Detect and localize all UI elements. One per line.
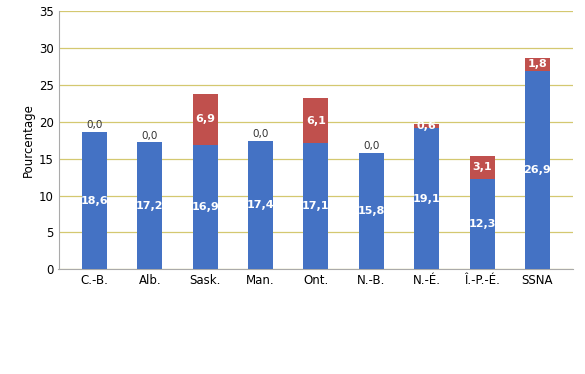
- Bar: [304, 143, 328, 269]
- Bar: [192, 145, 218, 269]
- Text: 0,0: 0,0: [252, 129, 269, 139]
- Bar: [470, 179, 494, 269]
- Bar: [414, 124, 439, 128]
- Bar: [137, 142, 162, 269]
- Text: 0,6: 0,6: [417, 121, 436, 131]
- Text: 0,0: 0,0: [142, 131, 158, 141]
- Text: 26,9: 26,9: [524, 165, 551, 175]
- Y-axis label: Pourcentage: Pourcentage: [22, 103, 35, 177]
- Text: 15,8: 15,8: [357, 206, 385, 216]
- Text: 17,4: 17,4: [247, 200, 274, 210]
- Text: 17,1: 17,1: [302, 201, 330, 211]
- Bar: [192, 94, 218, 145]
- Text: 0,0: 0,0: [363, 141, 380, 151]
- Bar: [525, 71, 550, 269]
- Text: 17,2: 17,2: [136, 201, 163, 211]
- Text: 6,9: 6,9: [195, 114, 215, 124]
- Text: 16,9: 16,9: [191, 202, 219, 212]
- Text: 12,3: 12,3: [469, 219, 495, 229]
- Text: 1,8: 1,8: [528, 59, 548, 69]
- Bar: [248, 141, 273, 269]
- Text: 6,1: 6,1: [306, 116, 326, 126]
- Bar: [304, 98, 328, 143]
- Bar: [82, 132, 107, 269]
- Bar: [470, 156, 494, 179]
- Text: 0,0: 0,0: [86, 120, 102, 130]
- Bar: [525, 58, 550, 71]
- Text: 19,1: 19,1: [413, 194, 441, 204]
- Text: 3,1: 3,1: [472, 162, 492, 172]
- Text: 18,6: 18,6: [81, 196, 108, 206]
- Bar: [359, 153, 384, 269]
- Bar: [414, 128, 439, 269]
